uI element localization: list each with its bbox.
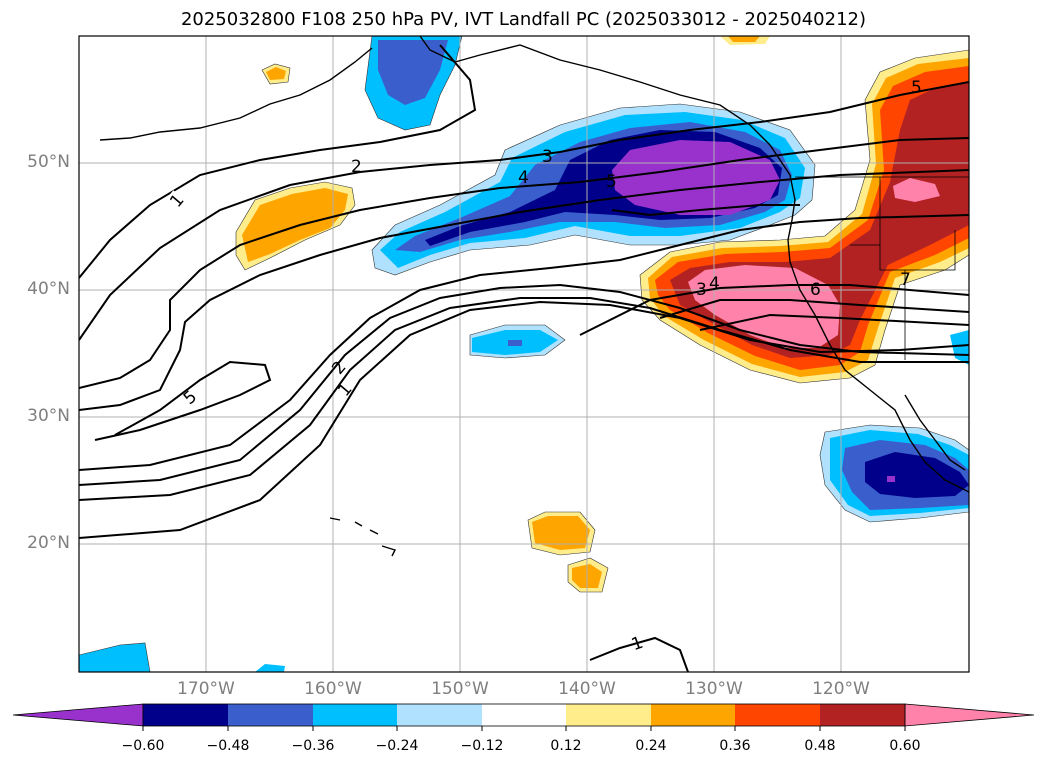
west-coast [787,174,969,493]
aleutian-islands [99,47,373,141]
colorbar-tick-label: −0.60 [121,738,165,754]
contour-label: 2 [351,157,362,177]
baja-coast [904,394,966,471]
lon-label: 170°W [177,679,235,699]
lon-label: 140°W [558,679,616,699]
contour-label: 6 [810,280,821,300]
contour-label: 4 [518,168,529,188]
colorbar-extend-low [12,703,144,727]
colorbar-tick-label: −0.36 [291,738,335,754]
contour-label: 4 [709,274,720,294]
contour-label: 3 [696,280,707,300]
map-frame [78,35,970,673]
colorbar-tick-label: 0.24 [635,738,667,754]
contour-label: 3 [542,147,553,167]
shading-layer [79,36,969,672]
lat-label: 50°N [27,152,70,172]
pv-contours [79,44,969,672]
hawaii-islands [329,517,396,557]
lon-label: 120°W [812,679,870,699]
colorbar-tick-label: 0.48 [804,738,836,754]
colorbar-tick-label: −0.48 [206,738,250,754]
lon-label: 130°W [685,679,743,699]
contour-label: 5 [606,172,617,192]
colorbar-tick-label: 0.60 [889,738,921,754]
lon-label: 160°W [304,679,362,699]
map-title: 2025032800 F108 250 hPa PV, IVT Landfall… [180,9,867,30]
colorbar [12,703,1035,731]
contour-label: 5 [911,78,922,98]
colorbar-extend-high [904,703,1035,727]
lat-label: 30°N [27,406,70,426]
contour-label: 7 [900,270,911,290]
gridlines [79,36,969,672]
colorbar-tick-label: 0.36 [719,738,751,754]
negative-anomaly-southwest [79,642,151,672]
lat-label: 40°N [27,279,70,299]
lon-label: 150°W [431,679,489,699]
colorbar-tick-label: 0.12 [550,738,582,754]
colorbar-tick-label: −0.24 [375,738,419,754]
lat-label: 20°N [27,533,70,553]
colorbar-tick-label: −0.12 [460,738,504,754]
